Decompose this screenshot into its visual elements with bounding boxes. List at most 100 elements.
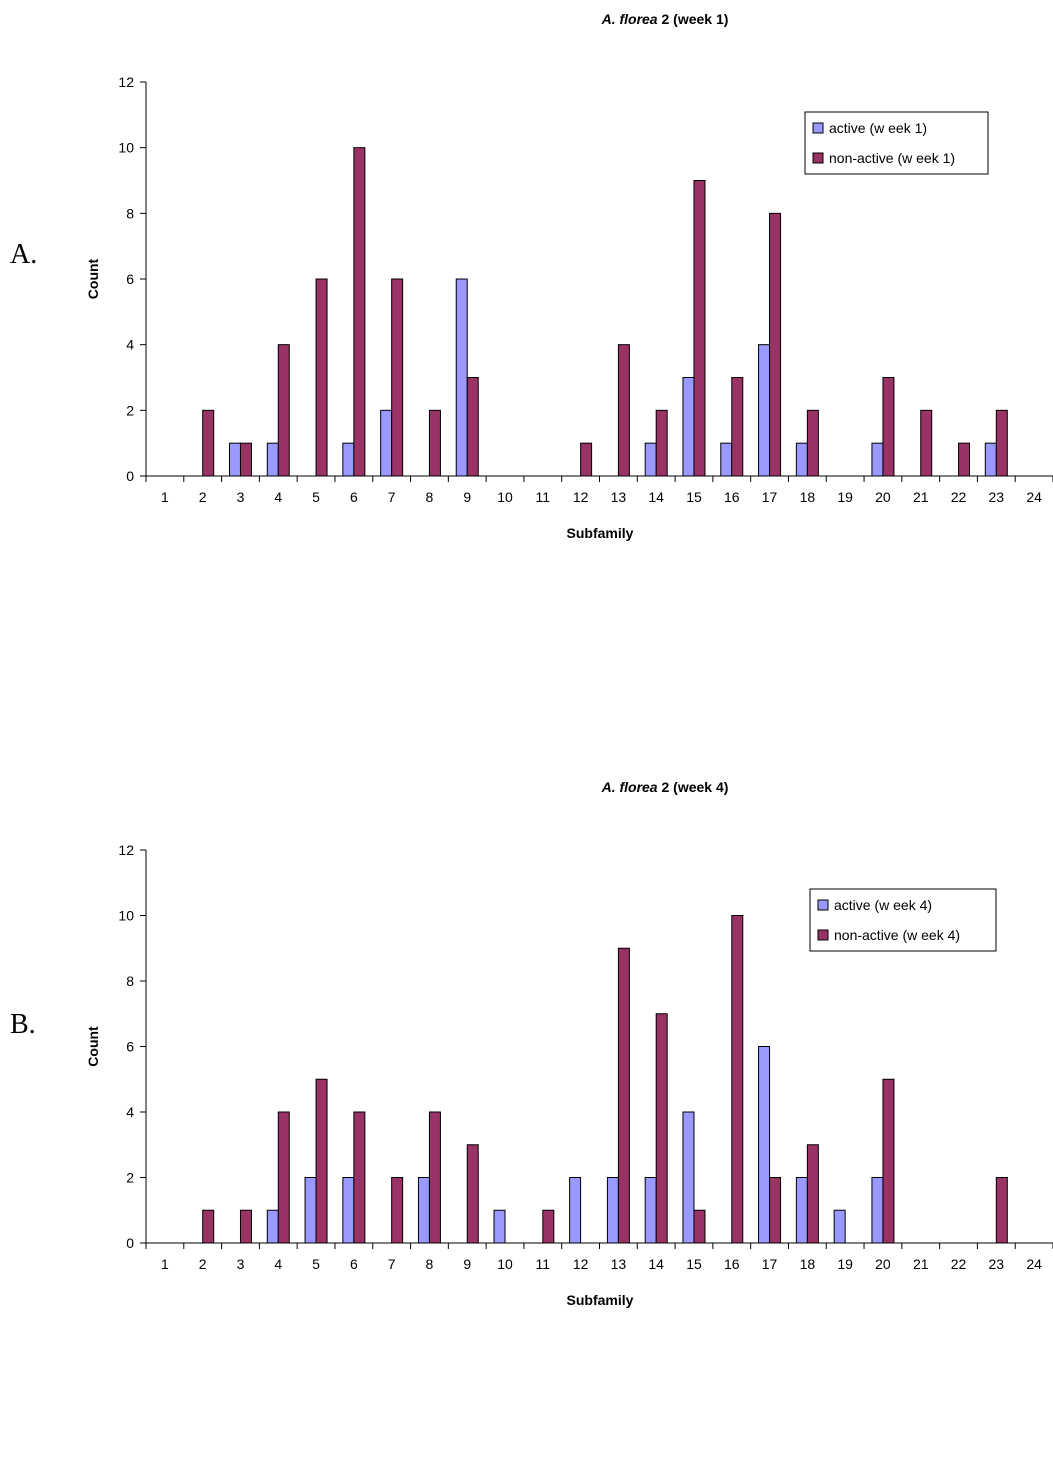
y-tick-label: 12 — [118, 74, 134, 90]
y-tick-label: 4 — [126, 1104, 134, 1120]
x-tick-label: 4 — [274, 489, 282, 505]
bar-active — [795, 442, 808, 477]
bar-non-active — [353, 147, 366, 477]
legend-swatch-non-active — [812, 152, 824, 164]
x-tick-label: 2 — [199, 489, 207, 505]
bar-non-active — [580, 442, 593, 477]
legend-label-non-active: non-active (w eek 4) — [834, 927, 960, 943]
bar-active — [266, 442, 279, 477]
x-tick-label: 1 — [161, 1256, 169, 1272]
bar-non-active — [995, 1177, 1008, 1244]
legend-label-active: active (w eek 1) — [829, 120, 927, 136]
x-tick-label: 13 — [611, 489, 627, 505]
y-tick-label: 2 — [126, 1170, 134, 1186]
y-tick-label: 12 — [118, 842, 134, 858]
legend-swatch-active — [812, 122, 824, 134]
bar-non-active — [466, 1144, 479, 1244]
bar-active — [984, 442, 997, 477]
bar-non-active — [277, 344, 290, 477]
x-tick-label: 14 — [648, 489, 664, 505]
bar-active — [417, 1177, 430, 1244]
bar-non-active — [428, 1111, 441, 1244]
bar-non-active — [882, 377, 895, 477]
bar-non-active — [882, 1078, 895, 1244]
y-tick-label: 0 — [126, 468, 134, 484]
bar-non-active — [428, 409, 441, 477]
x-tick-label: 7 — [388, 1256, 396, 1272]
x-tick-label: 20 — [875, 489, 891, 505]
bar-non-active — [277, 1111, 290, 1244]
bar-non-active — [617, 947, 630, 1244]
bar-active — [493, 1209, 506, 1244]
bar-active — [455, 278, 468, 477]
x-tick-label: 20 — [875, 1256, 891, 1272]
x-tick-label: 17 — [762, 489, 778, 505]
x-tick-label: 2 — [199, 1256, 207, 1272]
x-tick-label: 19 — [837, 489, 853, 505]
x-tick-label: 8 — [426, 1256, 434, 1272]
chart-title-rest: 2 (week 4) — [658, 779, 729, 795]
y-tick-label: 10 — [118, 140, 134, 156]
bar-non-active — [995, 409, 1008, 477]
chart-panel-a: A. A. florea 2 (week 1) 0 2 4 6 8 10 12 1 2 3 4 5 6 7 8 9… — [0, 0, 1053, 700]
x-tick-label: 3 — [237, 489, 245, 505]
legend-label-non-active: non-active (w eek 1) — [829, 150, 955, 166]
x-tick-label: 7 — [388, 489, 396, 505]
bar-active — [606, 1177, 619, 1244]
legend-box — [804, 111, 989, 175]
x-tick-label: 16 — [724, 489, 740, 505]
x-tick-label: 18 — [800, 489, 816, 505]
bar-non-active — [202, 409, 215, 477]
legend-swatch-active — [817, 899, 829, 911]
bar-non-active — [315, 1078, 328, 1244]
x-tick-label: 3 — [237, 1256, 245, 1272]
bar-non-active — [731, 915, 744, 1244]
legend-label-active: active (w eek 4) — [834, 897, 932, 913]
x-tick-label: 4 — [274, 1256, 282, 1272]
y-tick-label: 8 — [126, 205, 134, 221]
x-tick-label: 12 — [573, 1256, 589, 1272]
x-tick-label: 24 — [1026, 489, 1042, 505]
chart-title-italic: A. florea — [601, 779, 658, 795]
bar-non-active — [731, 377, 744, 477]
bar-non-active — [239, 442, 252, 477]
chart-title-italic: A. florea — [601, 11, 658, 27]
bar-non-active — [693, 180, 706, 477]
bar-active — [758, 1046, 771, 1244]
x-tick-label: 14 — [648, 1256, 664, 1272]
x-tick-label: 12 — [573, 489, 589, 505]
x-tick-label: 23 — [989, 489, 1005, 505]
x-tick-label: 6 — [350, 1256, 358, 1272]
bar-active — [871, 442, 884, 477]
x-tick-label: 1 — [161, 489, 169, 505]
x-axis-label: Subfamily — [567, 525, 634, 541]
bar-active — [871, 1177, 884, 1244]
x-tick-label: 9 — [463, 489, 471, 505]
bar-active — [228, 442, 241, 477]
x-tick-label: 19 — [837, 1256, 853, 1272]
x-tick-label: 6 — [350, 489, 358, 505]
bar-active — [682, 1111, 695, 1244]
bar-non-active — [617, 344, 630, 477]
x-tick-label: 21 — [913, 1256, 929, 1272]
x-tick-label: 22 — [951, 489, 967, 505]
chart-title: A. florea 2 (week 4) — [601, 779, 729, 795]
x-tick-label: 24 — [1026, 1256, 1042, 1272]
bar-non-active — [769, 1177, 782, 1244]
x-tick-label: 15 — [686, 1256, 702, 1272]
x-tick-label: 15 — [686, 489, 702, 505]
y-tick-label: 6 — [126, 1039, 134, 1055]
bar-non-active — [202, 1209, 215, 1244]
bar-non-active — [466, 377, 479, 477]
bar-active — [380, 409, 393, 477]
x-tick-label: 5 — [312, 489, 320, 505]
chart-title-rest: 2 (week 1) — [658, 11, 729, 27]
x-tick-label: 17 — [762, 1256, 778, 1272]
bar-non-active — [693, 1209, 706, 1244]
bar-non-active — [391, 1177, 404, 1244]
legend-swatch-non-active — [817, 929, 829, 941]
y-tick-label: 2 — [126, 402, 134, 418]
x-tick-label: 10 — [497, 1256, 513, 1272]
